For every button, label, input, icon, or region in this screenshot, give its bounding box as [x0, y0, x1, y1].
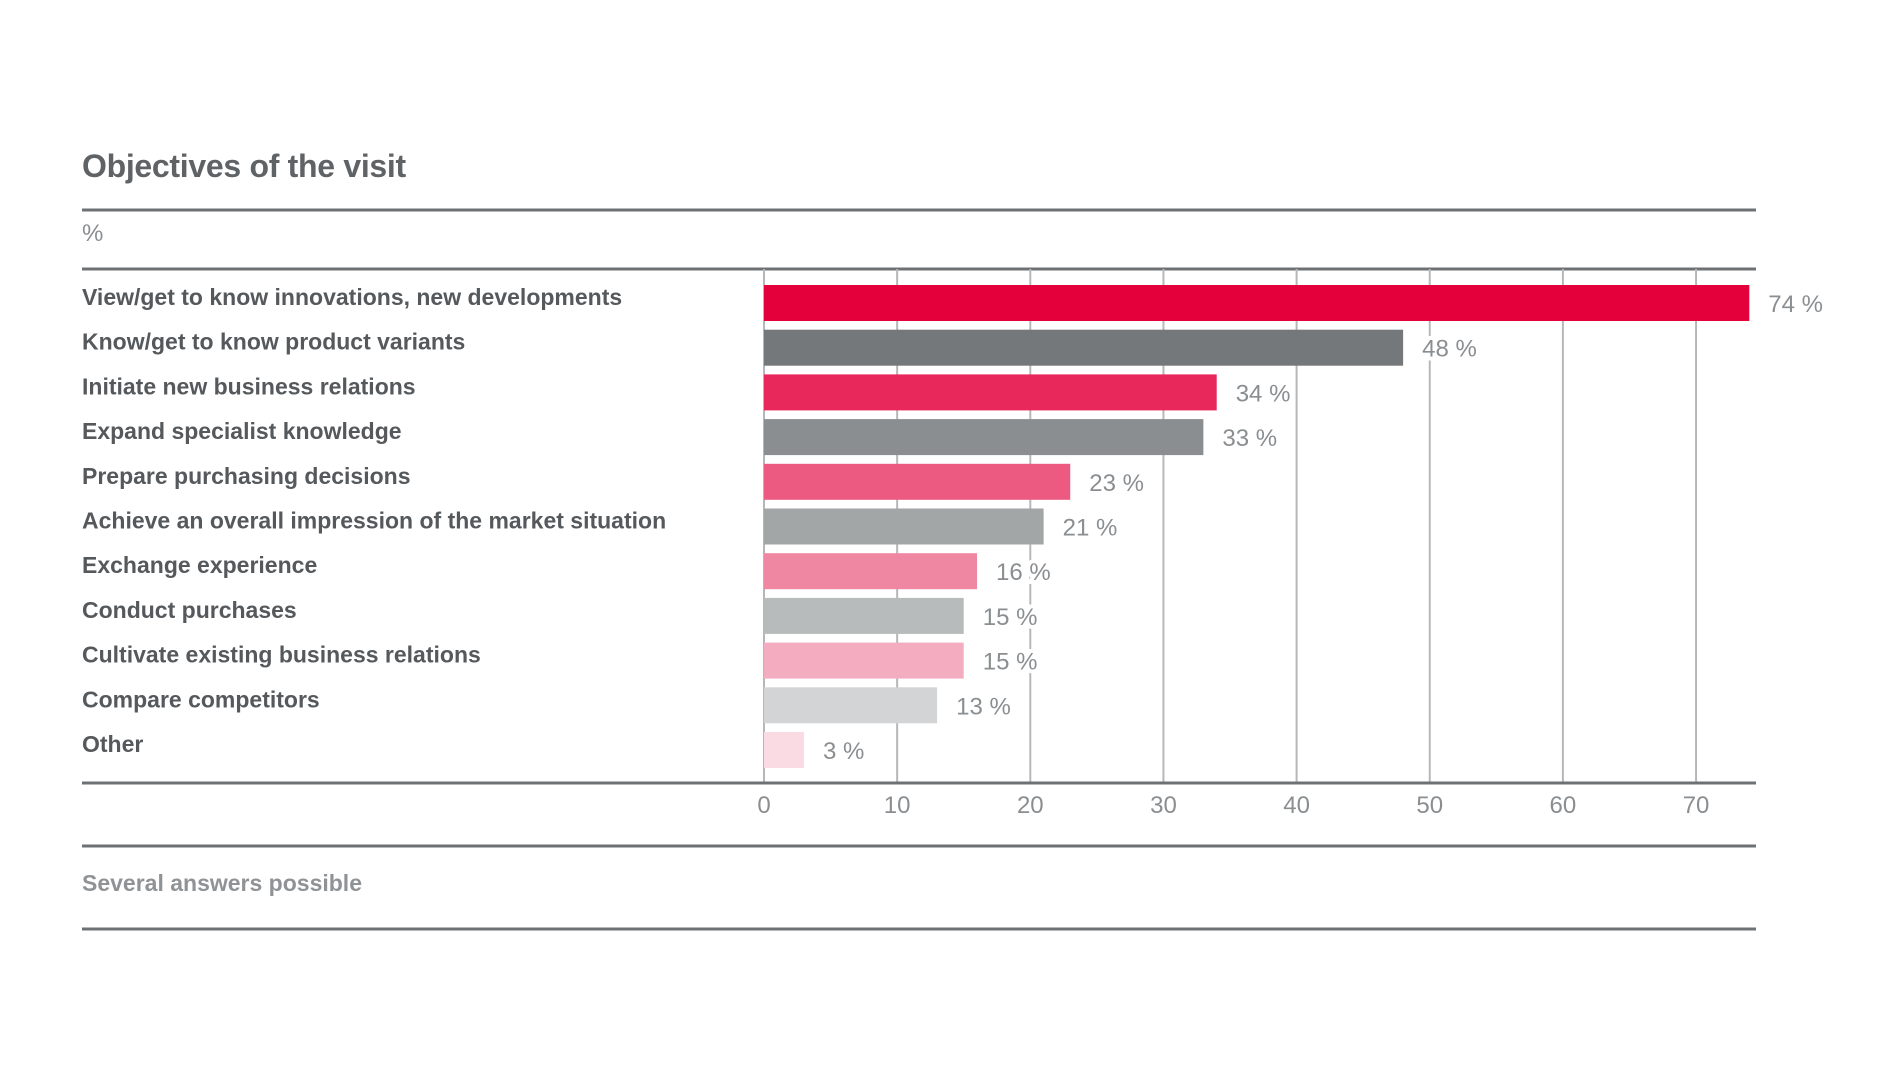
bar-value-label: 34 %	[1236, 380, 1291, 407]
bar	[764, 642, 964, 679]
footnote: Several answers possible	[82, 870, 362, 896]
bars	[764, 285, 1750, 768]
category-labels: View/get to know innovations, new develo…	[82, 284, 666, 757]
category-label: Expand specialist knowledge	[82, 418, 402, 444]
bar-value-label: 48 %	[1422, 336, 1477, 363]
bar	[764, 285, 1750, 321]
bar-value-label: 3 %	[823, 738, 864, 765]
bar-value-label: 33 %	[1222, 425, 1277, 452]
bar-value-label: 23 %	[1089, 470, 1144, 497]
bar	[764, 687, 938, 724]
bar	[764, 329, 1404, 366]
x-tick-label: 20	[1017, 792, 1044, 819]
chart-title: Objectives of the visit	[82, 148, 406, 184]
category-label: View/get to know innovations, new develo…	[82, 284, 622, 310]
bar	[764, 732, 804, 768]
category-label: Achieve an overall impression of the mar…	[82, 508, 666, 534]
unit-label: %	[82, 220, 104, 247]
x-axis-ticks: 0 10 20 30 40 50 60 70	[757, 792, 1709, 819]
category-label: Prepare purchasing decisions	[82, 463, 411, 489]
value-labels: 74 % 48 % 34 % 33 % 23 % 21 % 16 % 15 % 15 % 13 %…	[819, 287, 1827, 769]
bar-value-label: 13 %	[956, 693, 1011, 720]
x-tick-label: 0	[757, 792, 770, 819]
category-label: Exchange experience	[82, 552, 317, 578]
x-tick-label: 10	[884, 792, 911, 819]
x-tick-label: 40	[1283, 792, 1310, 819]
bar-value-label: 74 %	[1768, 291, 1823, 318]
x-tick-label: 60	[1550, 792, 1577, 819]
bar-value-label: 15 %	[983, 649, 1038, 676]
category-label: Cultivate existing business relations	[82, 642, 481, 668]
bar	[764, 374, 1217, 411]
x-tick-label: 70	[1683, 792, 1710, 819]
bar-value-label: 16 %	[996, 559, 1051, 586]
bar	[764, 597, 964, 634]
x-tick-label: 50	[1416, 792, 1443, 819]
x-tick-label: 30	[1150, 792, 1177, 819]
bar	[764, 463, 1071, 500]
bar	[764, 508, 1044, 545]
category-label: Initiate new business relations	[82, 373, 416, 399]
category-label: Conduct purchases	[82, 597, 297, 623]
category-label: Compare competitors	[82, 686, 320, 712]
bar-value-label: 15 %	[983, 604, 1038, 631]
bar	[764, 553, 978, 590]
category-label: Other	[82, 731, 143, 757]
category-label: Know/get to know product variants	[82, 329, 465, 355]
bar	[764, 419, 1204, 456]
bar-value-label: 21 %	[1063, 515, 1118, 542]
